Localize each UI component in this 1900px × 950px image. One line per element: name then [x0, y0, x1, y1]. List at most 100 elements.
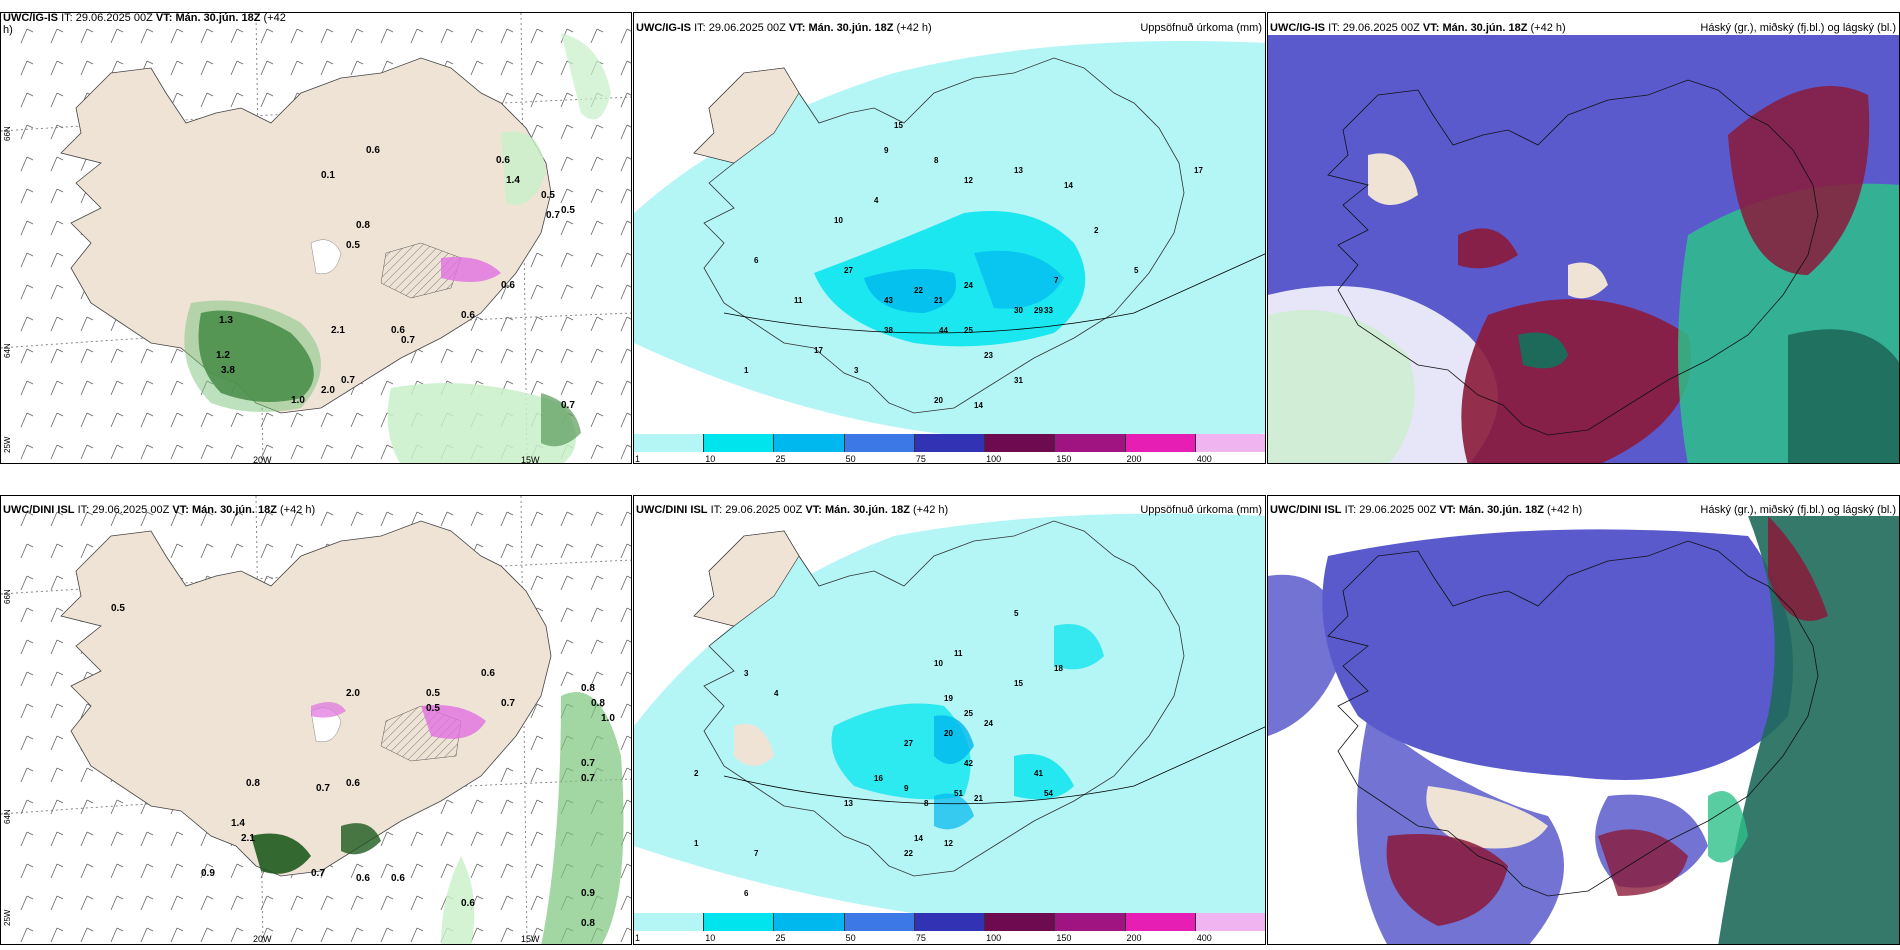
wind-barb-flag	[386, 927, 394, 932]
map-value-label: 16	[874, 774, 883, 783]
wind-barb	[200, 863, 208, 879]
map-value-label: 5	[1134, 266, 1139, 275]
map-value-label: 0.7	[341, 375, 355, 386]
wind-barb-flag	[56, 895, 64, 900]
lead-time: (+42 h)	[1530, 22, 1566, 34]
wind-barb	[530, 735, 538, 751]
wind-barb-flag	[236, 543, 244, 548]
wind-barb-flag	[266, 543, 274, 548]
wind-barb	[170, 444, 178, 460]
wind-barb	[410, 927, 418, 943]
map-value-label: 0.7	[546, 210, 560, 221]
wind-barb-flag	[626, 799, 631, 803]
wind-barb	[440, 348, 448, 364]
wind-barb-flag	[506, 863, 514, 868]
wind-barb-flag	[446, 28, 454, 33]
wind-barb-flag	[26, 188, 34, 193]
wind-barb	[260, 543, 268, 559]
map-value-label: 17	[814, 346, 823, 355]
map-value-label: 10	[834, 216, 843, 225]
wind-barb	[620, 607, 628, 623]
wind-barb	[20, 348, 28, 364]
map-value-label: 24	[984, 719, 993, 728]
map-value-label: 33	[1044, 306, 1053, 315]
wind-barb	[320, 895, 328, 911]
wind-barb-flag	[536, 895, 544, 900]
wind-barb-flag	[536, 380, 544, 385]
lead-time: (+42	[263, 12, 286, 24]
wind-barb-flag	[176, 444, 184, 449]
wind-barb	[110, 444, 118, 460]
map-value-label: 14	[974, 401, 983, 410]
wind-barb-flag	[386, 895, 394, 900]
wind-barb-flag	[176, 412, 184, 417]
iceland-outline	[1327, 540, 1819, 897]
wind-barb-flag	[176, 863, 184, 868]
wind-barb	[20, 444, 28, 460]
colorbar-label: 1	[635, 454, 641, 464]
wind-barb-flag	[446, 863, 454, 868]
map-value-label: 19	[944, 694, 953, 703]
wind-barb-flag	[626, 380, 631, 384]
wind-barb-flag	[536, 607, 544, 612]
wind-barb	[500, 284, 508, 300]
wind-barb-flag	[566, 220, 574, 225]
wind-barb	[590, 575, 598, 591]
wind-barb	[470, 348, 478, 364]
wind-barb-flag	[626, 575, 631, 579]
wind-barb	[20, 767, 28, 783]
wind-barb	[200, 511, 208, 527]
precip-areas	[251, 692, 624, 944]
map-value-label: 2.0	[321, 385, 335, 396]
wind-barb-flag	[596, 511, 604, 516]
wind-barb	[590, 188, 598, 204]
wind-barb	[530, 348, 538, 364]
map-panel-accum-precip-igis: UWC/IG-IS IT: 29.06.2025 00Z VT: Mán. 30…	[633, 12, 1266, 464]
vt-value: Mán. 30.jún. 18Z	[1458, 504, 1544, 516]
wind-barb	[50, 543, 58, 559]
wind-barb	[380, 927, 388, 943]
wind-barb-flag	[356, 511, 364, 516]
wind-barb	[410, 831, 418, 847]
wind-barb	[440, 895, 448, 911]
wind-barb-flag	[596, 220, 604, 225]
wind-barb-flag	[176, 60, 184, 65]
wind-barb-flag	[596, 639, 604, 644]
wind-barb	[620, 124, 628, 140]
wind-barb	[230, 927, 238, 943]
wind-barb-flag	[596, 124, 604, 129]
wind-barb-flag	[626, 188, 631, 192]
wind-barb-flag	[566, 639, 574, 644]
wind-barb	[470, 316, 478, 332]
wind-barb-flag	[146, 380, 154, 385]
wind-barb	[80, 511, 88, 527]
map-value-label: 0.1	[321, 170, 335, 181]
colorbar-label: 400	[1196, 454, 1212, 464]
map-value-label: 1	[744, 366, 749, 375]
wind-barb	[110, 380, 118, 396]
colorbar-segment: 1	[634, 913, 705, 943]
wind-barb-flag	[146, 348, 154, 353]
map-value-label: 1.4	[231, 818, 245, 829]
map-value-label: 7	[1054, 276, 1059, 285]
wind-barb-flag	[626, 767, 631, 771]
map-value-label: 18	[1054, 664, 1063, 673]
map-value-label: 1	[694, 839, 699, 848]
wind-barb	[50, 28, 58, 44]
wind-barb-flag	[596, 28, 604, 33]
wind-barb-flag	[26, 316, 34, 321]
wind-barb	[290, 60, 298, 76]
panel-header: UWC/DINI ISL IT: 29.06.2025 00Z VT: Mán.…	[636, 504, 948, 516]
westfjords-dry	[693, 530, 800, 627]
wind-barb	[590, 607, 598, 623]
wind-barb	[470, 60, 478, 76]
wind-barb	[560, 156, 568, 172]
wind-barb	[590, 348, 598, 364]
wind-barb-flag	[536, 511, 544, 516]
wind-barb	[500, 511, 508, 527]
lat-label-64n: 64N	[3, 809, 12, 824]
wind-barb	[20, 28, 28, 44]
panel-right-title: Uppsöfnuð úrkoma (mm)	[1140, 504, 1262, 516]
wind-barb	[560, 543, 568, 559]
